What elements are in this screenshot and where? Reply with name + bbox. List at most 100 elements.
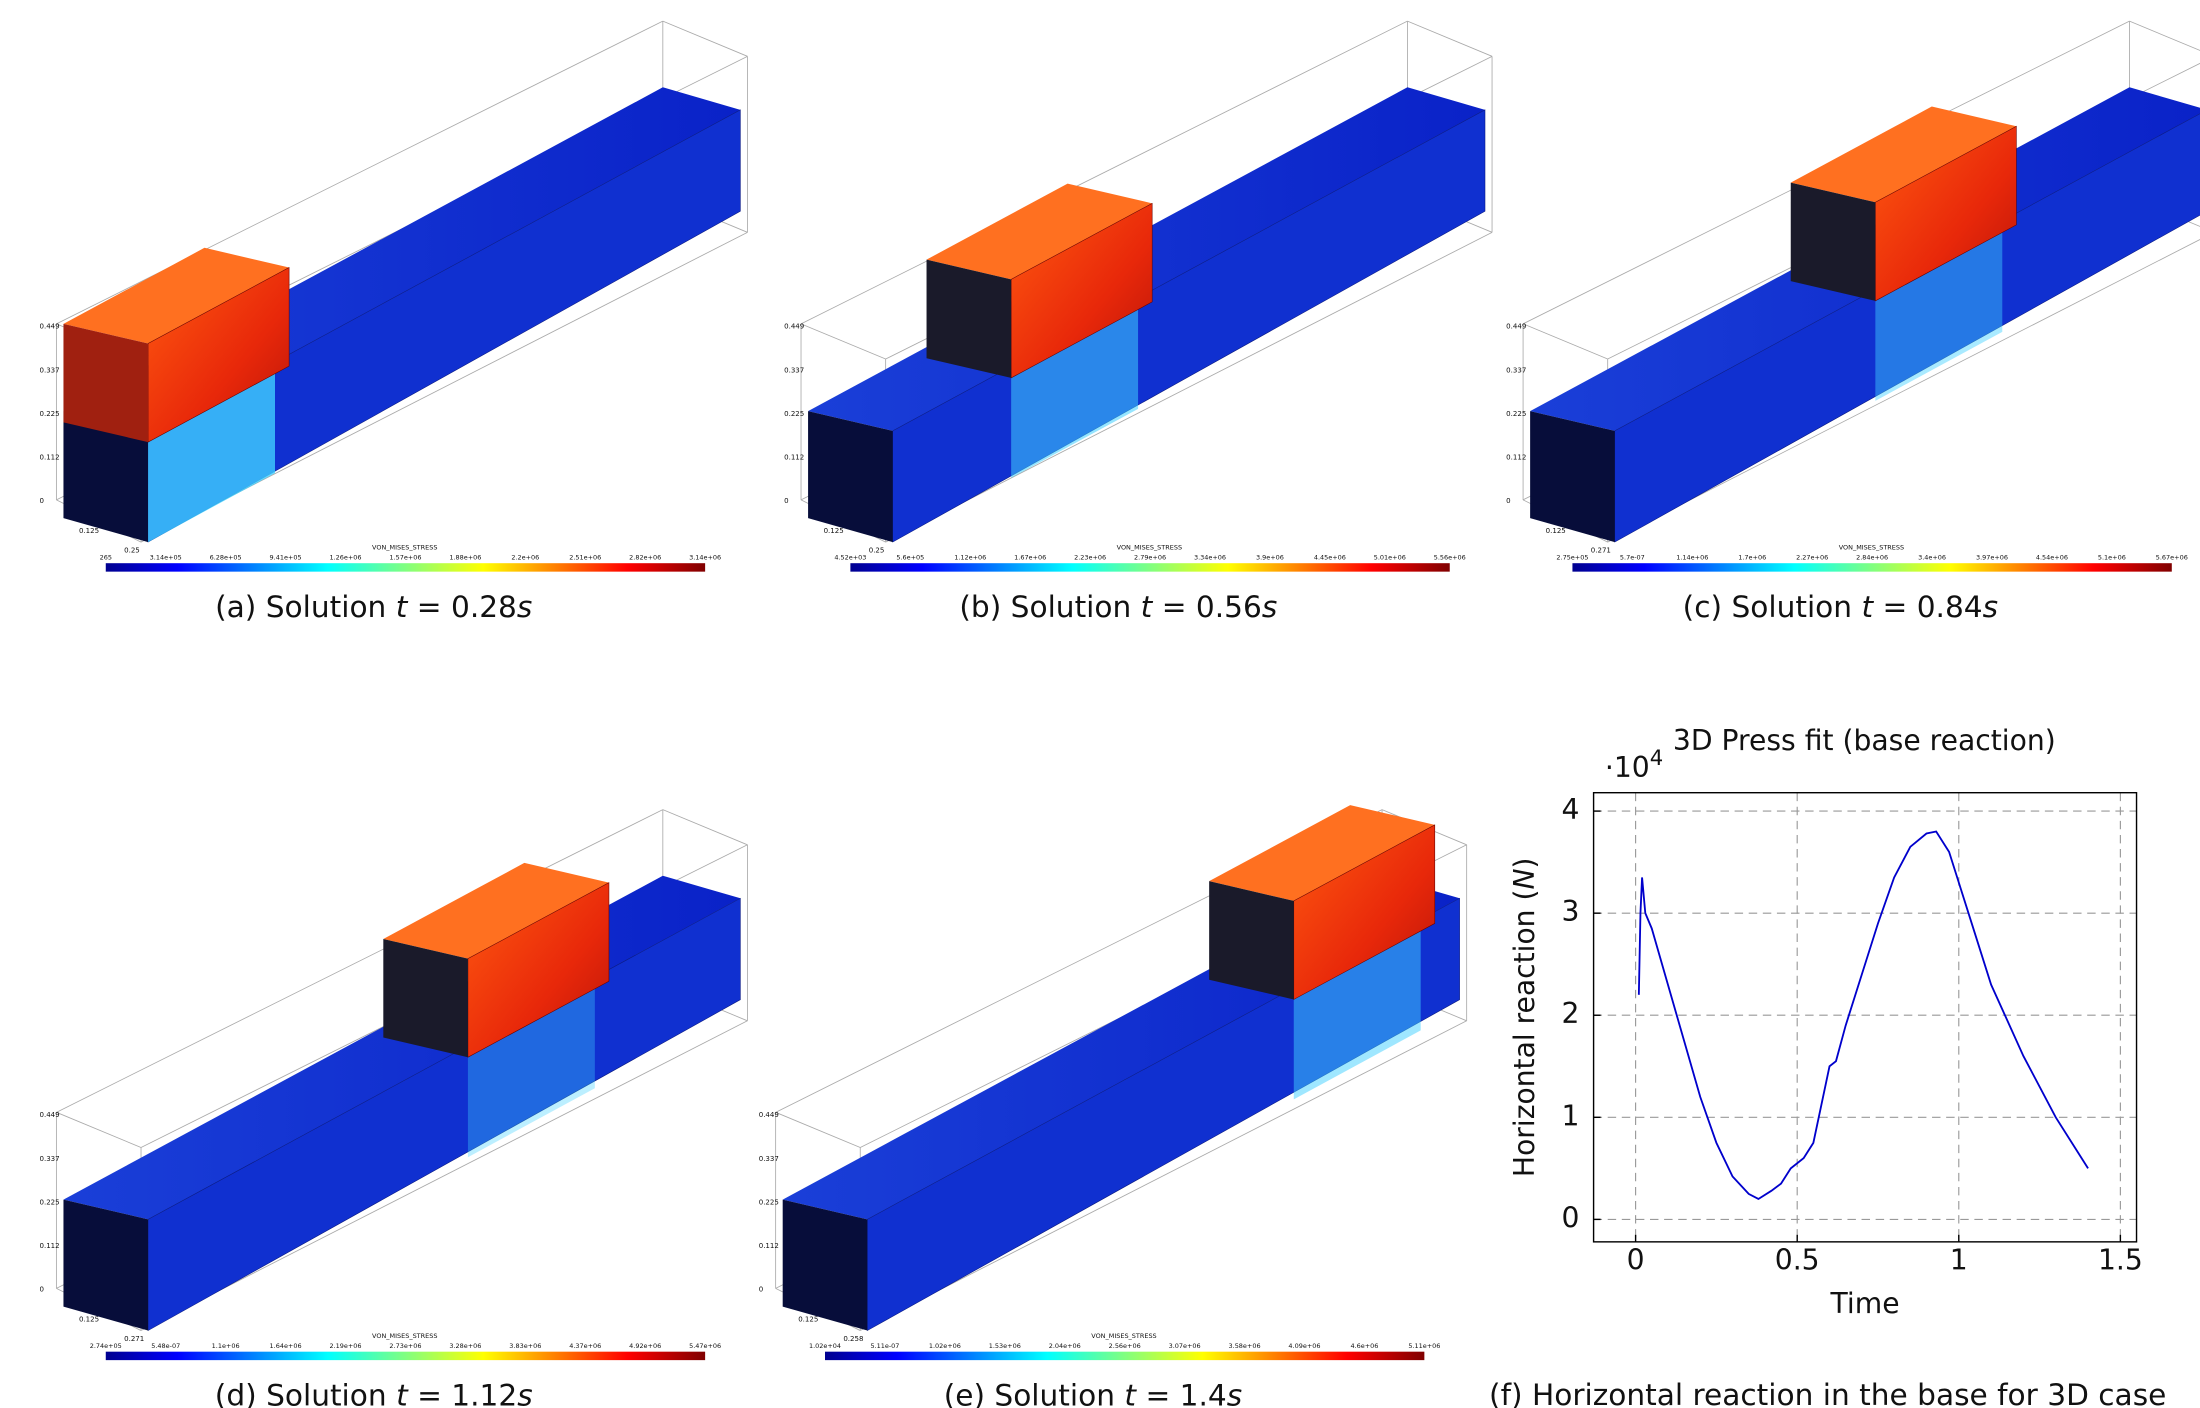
colorbar-label: 3.28e+06 [449, 1342, 481, 1350]
height-label: 0.112 [39, 1241, 59, 1250]
multiplier: ·104 [1605, 745, 1663, 784]
x-tick-label: 1.5 [2098, 1244, 2143, 1277]
colorbar-label: 3.58e+06 [1229, 1342, 1261, 1350]
chart-title: 3D Press fit (base reaction) [1673, 724, 2056, 757]
fem-panel: 0.449 0.337 0.225 0.112 0 0.125 0.271 VON_MISES… [1506, 20, 2200, 624]
y-axis-label: Horizontal reaction (N) [1508, 857, 1541, 1177]
colorbar-label: 5.47e+06 [689, 1342, 721, 1350]
height-label: 0.449 [1506, 322, 1526, 331]
multiplier-exp: 4 [1650, 745, 1663, 770]
y-tick-label: 2 [1562, 997, 1580, 1030]
colorbar [825, 1351, 1425, 1361]
caption: (e) Solution t = 1.4s [944, 1378, 1242, 1408]
height-label: 0.449 [759, 1110, 779, 1119]
height-label: 0.449 [39, 322, 59, 331]
height-label: 0 [784, 496, 788, 505]
wireframe-edge [800, 20, 1408, 325]
colorbar-label: 2.73e+06 [389, 1342, 421, 1350]
caption-part: s [517, 590, 532, 624]
depth-label: 0.271 [1591, 546, 1611, 555]
block-front [926, 259, 1012, 378]
colorbar-label: 2.23e+06 [1074, 554, 1106, 562]
block-top [1209, 805, 1435, 901]
colorbar-label: 3.83e+06 [509, 1342, 541, 1350]
caption-part: s [1227, 1378, 1242, 1408]
fem-panel: 0.449 0.337 0.225 0.112 0 0.125 0.25 VON_MISES_… [39, 20, 748, 624]
caption-part: = 0.56 [1152, 590, 1262, 624]
colorbar-title: VON_MISES_STRESS [372, 544, 437, 552]
colorbar-label: 9.41e+05 [270, 554, 302, 562]
plot-frame [1592, 792, 2138, 1243]
colorbar-label: 2.79e+06 [1134, 554, 1166, 562]
caption-part: = 0.28 [407, 590, 517, 624]
x-tick-label: 0.5 [1775, 1244, 1820, 1277]
caption: (a) Solution t = 0.28s [215, 590, 532, 624]
colorbar-label: 3.07e+06 [1169, 1342, 1201, 1350]
colorbar [850, 563, 1450, 572]
depth-label: 0.125 [798, 1314, 818, 1323]
wireframe-edge [1407, 20, 1493, 57]
block-top [383, 862, 609, 959]
caption-part: t [1124, 1378, 1137, 1408]
colorbar-label: 2.27e+06 [1796, 554, 1828, 562]
caption-part: = 1.12 [408, 1378, 518, 1408]
height-label: 0.449 [784, 322, 804, 331]
colorbar-label: 5.1e+06 [2098, 554, 2126, 562]
height-label: 0.112 [784, 453, 804, 462]
caption: (d) Solution t = 1.12s [215, 1378, 533, 1408]
colorbar [1572, 563, 2172, 572]
colorbar-label: 2.84e+06 [1856, 554, 1888, 562]
y-label-part: ) [1508, 857, 1541, 868]
bar-front [782, 1199, 868, 1331]
height-label: 0.225 [1506, 409, 1526, 418]
stress-zone [1011, 297, 1139, 478]
colorbar-label: 5.67e+06 [2156, 554, 2188, 562]
height-label: 0 [39, 496, 43, 505]
wireframe-edge [1522, 323, 1608, 360]
depth-label: 0.271 [124, 1334, 144, 1343]
x-axis-label: Time [1830, 1287, 1900, 1320]
colorbar-title: VON_MISES_STRESS [1839, 544, 1904, 552]
colorbar-label: 1.14e+06 [1676, 554, 1708, 562]
colorbar-label: 5.56e+06 [1434, 554, 1466, 562]
depth-label: 0.125 [79, 1314, 99, 1323]
height-label: 0 [759, 1285, 763, 1294]
colorbar-label: 1.53e+06 [989, 1342, 1021, 1350]
depth-label: 0.25 [869, 546, 885, 555]
height-label: 0.337 [784, 365, 804, 374]
block-front [1790, 182, 1876, 301]
colorbar-label: 2.56e+06 [1109, 1342, 1141, 1350]
chart: 0 0.5 1 1.5 0 1 2 3 4 3D Press fit (base reaction… [1489, 724, 2166, 1408]
colorbar-label: 1.64e+06 [270, 1342, 302, 1350]
colorbar-label: 5.11e+06 [1408, 1342, 1440, 1350]
colorbar-label: 4.52e+03 [834, 554, 866, 562]
height-label: 0.337 [759, 1154, 779, 1163]
colorbar-label: 3.4e+06 [1918, 554, 1946, 562]
colorbar-label: 6.28e+05 [210, 554, 242, 562]
caption-part: t [1861, 590, 1874, 624]
x-tick-label: 0 [1627, 1244, 1645, 1277]
caption-part: t [396, 590, 409, 624]
y-label-part: Horizontal reaction ( [1508, 890, 1541, 1178]
stress-zone [148, 361, 275, 543]
bar-front [63, 1199, 149, 1331]
colorbar-label: 1.7e+06 [1738, 554, 1766, 562]
colorbar-label: 2.19e+06 [329, 1342, 361, 1350]
block-top [63, 247, 290, 344]
colorbar-title: VON_MISES_STRESS [1117, 544, 1182, 552]
colorbar-label: 2.82e+06 [629, 554, 661, 562]
colorbar-label: 2.04e+06 [1049, 1342, 1081, 1350]
y-tick-label: 1 [1562, 1099, 1580, 1132]
colorbar-label: 2.75e+05 [1556, 554, 1588, 562]
caption-part: t [396, 1378, 409, 1408]
block-front [1209, 881, 1294, 1000]
colorbar-label: 3.34e+06 [1194, 554, 1226, 562]
wireframe-edge [775, 1111, 861, 1148]
colorbar-label: 4.45e+06 [1314, 554, 1346, 562]
wireframe-edge [140, 1020, 748, 1331]
colorbar-label: 1.12e+06 [954, 554, 986, 562]
height-label: 0.337 [39, 365, 59, 374]
bar-front [808, 411, 893, 543]
stress-zone [467, 976, 595, 1158]
colorbar-title: VON_MISES_STRESS [1091, 1332, 1156, 1340]
